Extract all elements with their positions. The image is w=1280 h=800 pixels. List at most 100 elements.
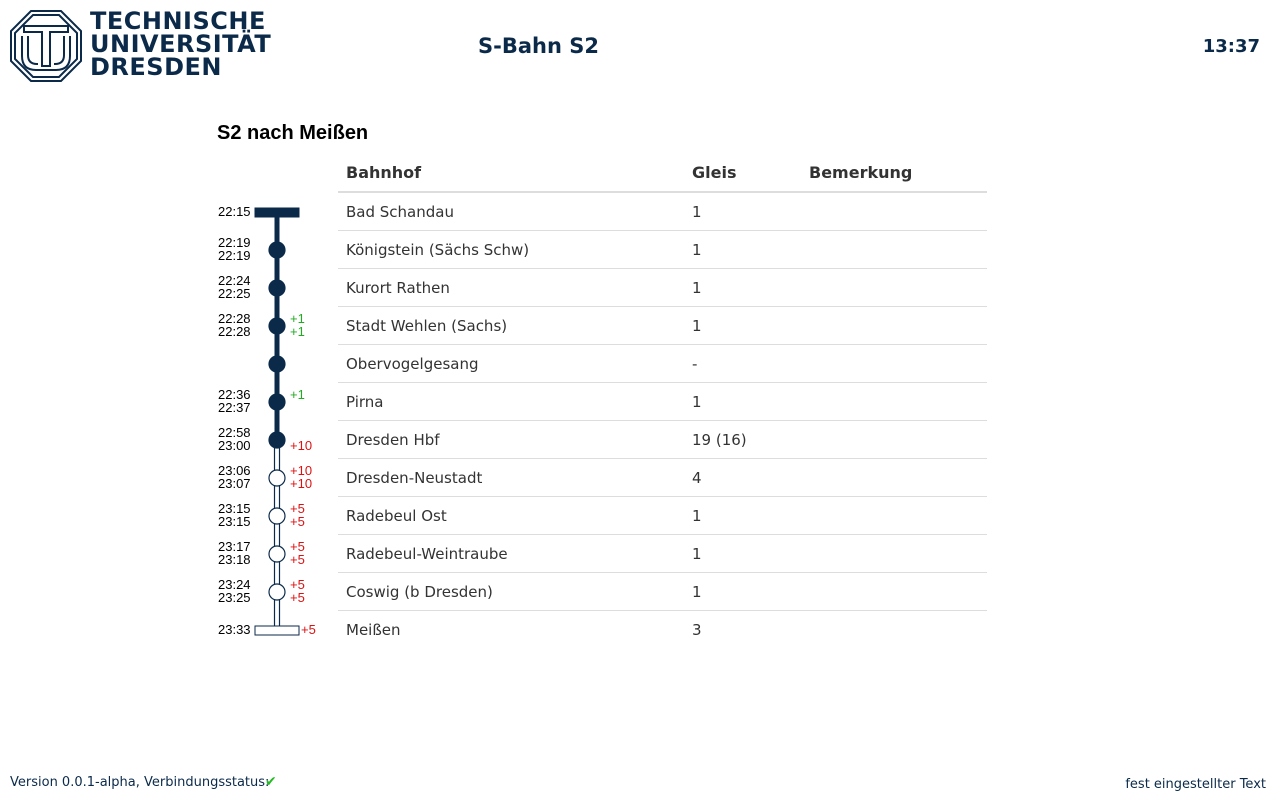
logo-line-1: TECHNISCHE [90,7,266,35]
arrival-delay: +5 [301,622,316,637]
station-name: Stadt Wehlen (Sachs) [338,306,684,345]
departure-time: 22:28 [218,324,251,339]
track-number: 4 [684,458,801,497]
table-row: Bad Schandau 1 [338,192,987,231]
arrival-delay: +1 [290,387,305,402]
track-number: 1 [684,534,801,573]
start-terminus-marker [254,207,300,218]
table-row: Meißen 3 [338,610,987,648]
page-title: S-Bahn S2 [478,34,599,58]
arrival-time: 23:15 [218,501,251,516]
arrival-time: 23:06 [218,463,251,478]
remark [801,458,987,497]
remark [801,192,987,231]
table-row: Kurort Rathen 1 [338,268,987,307]
tu-dresden-emblem-icon [10,10,82,82]
departure-time: 22:37 [218,400,251,415]
station-name: Obervogelgesang [338,344,684,383]
station-name: Pirna [338,382,684,421]
route-title: S2 nach Meißen [217,122,369,144]
remark [801,534,987,573]
arrival-delay: +5 [290,501,305,516]
station-name: Bad Schandau [346,202,454,221]
track-number: 1 [684,572,801,611]
arrival-time: 22:28 [218,311,251,326]
stop-marker-upcoming [268,507,286,525]
departure-time: 23:18 [218,552,251,567]
track-number: 1 [684,496,801,535]
arrival-delay: +1 [290,311,305,326]
departure-time: 22:15 [218,204,251,219]
track-number: 1 [684,268,801,307]
arrival-time: 23:24 [218,577,251,592]
table-row: Coswig (b Dresden) 1 [338,572,987,611]
track-number: - [684,344,801,383]
stop-marker-upcoming [268,583,286,601]
track-number: 1 [684,230,801,269]
connection-status-text: Version 0.0.1-alpha, Verbindungsstatus: [10,775,270,790]
arrival-time: 22:58 [218,425,251,440]
stop-marker-passed [268,279,286,297]
arrival-time: 23:17 [218,539,251,554]
arrival-delay: +10 [290,463,313,478]
arrival-time: 22:19 [218,235,251,250]
remark [801,382,987,421]
route-timeline: 22:15 22:19 22:19 22:24 22:25 22:28 22:28 +1 +1 2… [210,190,330,650]
arrival-delay: +5 [290,577,305,592]
departure-delay: +10 [290,438,313,453]
stop-marker-upcoming [268,469,286,487]
column-header-track: Gleis [684,155,801,193]
stop-marker-passed [268,431,286,449]
departure-time: 23:25 [218,590,251,605]
remark [801,496,987,535]
track-number: 3 [684,610,801,648]
arrival-time: 22:36 [218,387,251,402]
departure-time: 22:25 [218,286,251,301]
stop-marker-passed [268,241,286,259]
track-number: 19 (16) [684,420,801,459]
departure-time: 23:07 [218,476,251,491]
stop-marker-upcoming [268,545,286,563]
column-header-remark: Bemerkung [801,155,987,193]
departure-delay: +5 [290,514,305,529]
arrival-time: 23:33 [218,622,251,637]
column-header-station: Bahnhof [338,155,684,193]
departure-delay: +10 [290,476,313,491]
station-name: Radebeul-Weintraube [338,534,684,573]
stops-table: Bahnhof Gleis Bemerkung Bad Schandau 1 Kön… [338,155,987,648]
tu-dresden-logo: TECHNISCHE UNIVERSITÄT DRESDEN [10,9,271,82]
logo-line-2: UNIVERSITÄT [90,30,272,58]
remark [801,610,987,648]
table-row: Dresden Hbf 19 (16) [338,420,987,459]
track-number: 1 [684,382,801,421]
table-row: Radebeul-Weintraube 1 [338,534,987,573]
station-name: Königstein (Sächs Schw) [338,230,684,269]
departure-delay: +5 [290,552,305,567]
remark [801,230,987,269]
departure-delay: +5 [290,590,305,605]
table-row: Dresden-Neustadt 4 [338,458,987,497]
logo-wordmark: TECHNISCHE UNIVERSITÄT DRESDEN [90,7,272,81]
remark [801,572,987,611]
table-row: Obervogelgesang - [338,344,987,383]
table-row: Königstein (Sächs Schw) 1 [338,230,987,269]
table-row: Pirna 1 [338,382,987,421]
station-name: Meißen [338,610,684,648]
remark [801,268,987,307]
arrival-delay: +5 [290,539,305,554]
station-name: Radebeul Ost [338,496,684,535]
track-number: 1 [684,306,801,345]
table-row: Stadt Wehlen (Sachs) 1 [338,306,987,345]
remark [801,344,987,383]
departure-time: 23:00 [218,438,251,453]
arrival-time: 22:24 [218,273,251,288]
departure-time: 23:15 [218,514,251,529]
departure-delay: +1 [290,324,305,339]
station-name: Dresden Hbf [338,420,684,459]
stop-marker-passed [268,355,286,373]
station-name: Coswig (b Dresden) [338,572,684,611]
route-timeline-graphic [254,207,300,636]
stop-marker-passed [268,393,286,411]
logo-line-3: DRESDEN [90,53,222,81]
connection-ok-icon: ✔ [265,774,277,790]
